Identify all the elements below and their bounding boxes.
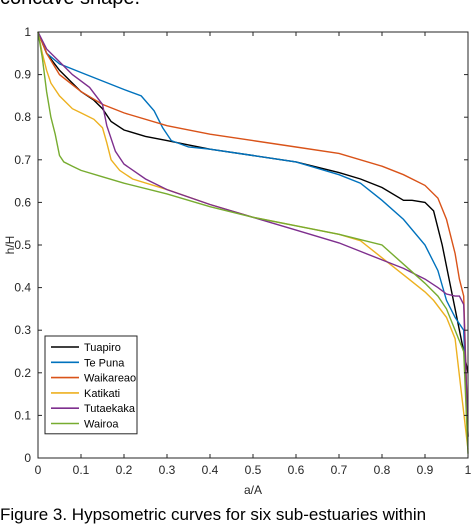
legend-label: Tuapiro: [84, 342, 121, 354]
legend-label: Waikareao: [84, 373, 136, 385]
series-line-katikati: [37, 31, 469, 450]
legend-label: Tutaekaka: [84, 403, 136, 415]
x-tick-label: 0.3: [159, 463, 176, 477]
x-tick-label: 0.1: [73, 463, 90, 477]
y-tick-label: 0.7: [14, 153, 31, 167]
series-line-waikareao: [37, 31, 469, 437]
x-tick-label: 0.9: [417, 463, 434, 477]
y-tick-label: 0.6: [14, 195, 31, 209]
legend-label: Wairoa: [84, 419, 119, 431]
series-layer: [37, 31, 469, 454]
x-tick-label: 1: [465, 463, 472, 477]
series-line-wairoa: [37, 31, 469, 454]
y-axis-label: h/H: [3, 236, 17, 255]
x-axis-label: a/A: [244, 483, 262, 497]
series-line-te-puna: [37, 31, 469, 437]
y-tick-label: 0.8: [14, 110, 31, 124]
hypsometric-chart: 0 0.1 0.2 0.3 0.4 0.5 0.6 0.7 0.8 0.9 1 0 0.1 0.2 0.3 0…: [3, 25, 472, 497]
y-tick-label: 0.4: [14, 281, 31, 295]
preceding-text-fragment: concave shape.: [0, 0, 140, 10]
x-tick-label: 0.2: [116, 463, 133, 477]
y-tick-label: 0.9: [14, 68, 31, 82]
y-tick-label: 0.3: [14, 323, 31, 337]
legend-label: Te Puna: [84, 357, 125, 369]
y-tick-label: 0.2: [14, 366, 31, 380]
legend-box: [44, 335, 138, 435]
x-tick-label: 0: [35, 463, 42, 477]
x-tick-label: 0.5: [245, 463, 262, 477]
legend-label: Katikati: [84, 388, 120, 400]
legend: Tuapiro Te Puna Waikareao Katikati Tutaekaka…: [44, 335, 138, 435]
ticks-layer: 0 0.1 0.2 0.3 0.4 0.5 0.6 0.7 0.8 0.9 1 0 0.1 0.2 0.3 0…: [14, 25, 471, 477]
y-tick-label: 0.5: [14, 238, 31, 252]
y-tick-label: 1: [24, 25, 31, 39]
x-tick-label: 0.4: [202, 463, 219, 477]
y-tick-label: 0.1: [14, 408, 31, 422]
x-tick-label: 0.6: [288, 463, 305, 477]
figure-caption: Figure 3. Hypsometric curves for six sub…: [0, 505, 427, 524]
x-tick-label: 0.7: [331, 463, 348, 477]
y-tick-label: 0: [24, 451, 31, 465]
x-tick-label: 0.8: [374, 463, 391, 477]
